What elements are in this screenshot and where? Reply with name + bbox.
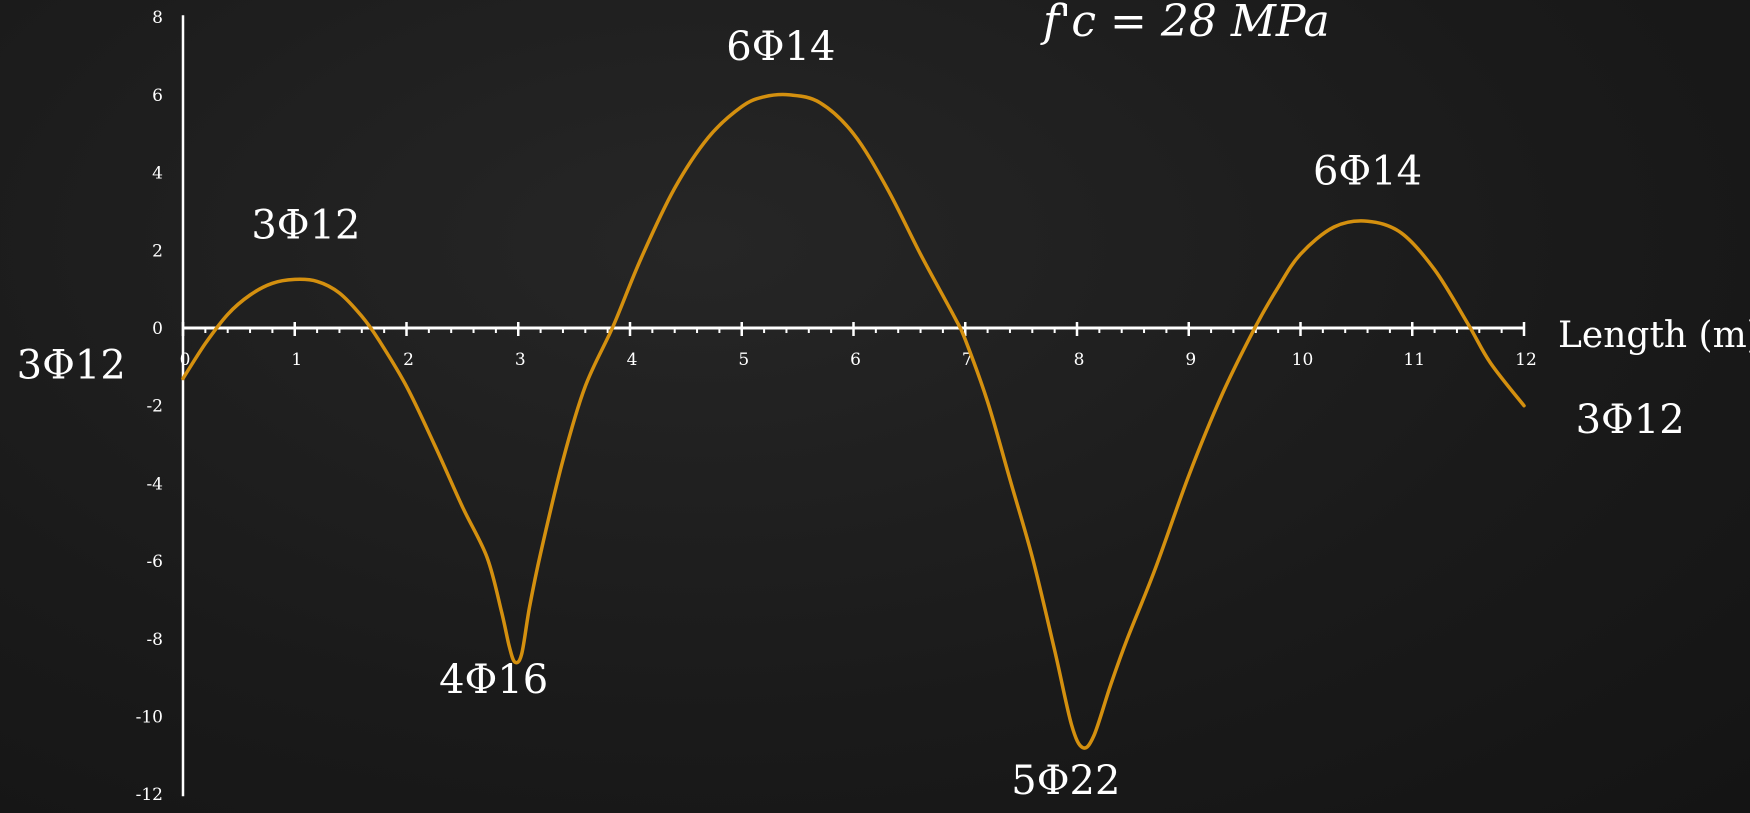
y-tick-label: -6 xyxy=(146,552,163,572)
series xyxy=(181,92,1526,750)
y-tick-label: -8 xyxy=(146,630,163,650)
x-tick-label: 7 xyxy=(962,350,973,370)
x-tick-label: 4 xyxy=(627,350,638,370)
x-tick-label: 11 xyxy=(1403,350,1425,370)
x-tick-label: 6 xyxy=(850,350,861,370)
x-axis-title: Length (m) xyxy=(1558,315,1750,356)
series-line-0 xyxy=(181,92,1526,750)
y-tick-label: -2 xyxy=(146,397,163,417)
y-tick-label: -12 xyxy=(136,785,163,805)
y-tick-label: 0 xyxy=(152,319,163,339)
y-tick-label: 2 xyxy=(152,241,163,261)
reinforcement-label: 4Φ16 xyxy=(439,657,548,703)
labels: 3Φ12 6Φ14 6Φ14 4Φ16 5Φ22 3Φ12 3Φ12 xyxy=(17,24,1685,804)
y-tick-label: -10 xyxy=(136,708,163,728)
x-tick-label: 12 xyxy=(1515,350,1537,370)
x-tick-label: 5 xyxy=(738,350,749,370)
x-tick-label: 8 xyxy=(1074,350,1085,370)
y-tick-label: 6 xyxy=(152,86,163,106)
x-tick-label: 1 xyxy=(291,350,302,370)
reinforcement-label: 6Φ14 xyxy=(726,24,835,70)
reinforcement-label: 3Φ12 xyxy=(251,203,360,249)
x-tick-label: 0 xyxy=(180,350,191,370)
x-tick-label: 10 xyxy=(1292,350,1314,370)
y-tick-label: 8 xyxy=(152,8,163,28)
x-tick-label: 9 xyxy=(1185,350,1196,370)
x-tick-label: 3 xyxy=(515,350,526,370)
y-tick-label: -4 xyxy=(146,474,163,494)
y-tick-label: 4 xyxy=(152,164,163,184)
x-tick-label: 2 xyxy=(403,350,414,370)
reinforcement-label: 3Φ12 xyxy=(17,343,126,389)
reinforcement-label: 6Φ14 xyxy=(1313,148,1422,194)
reinforcement-label: 5Φ22 xyxy=(1011,758,1120,804)
concrete-strength-formula: f'c = 28 MPa xyxy=(1040,0,1330,47)
reinforcement-label: 3Φ12 xyxy=(1576,397,1685,443)
